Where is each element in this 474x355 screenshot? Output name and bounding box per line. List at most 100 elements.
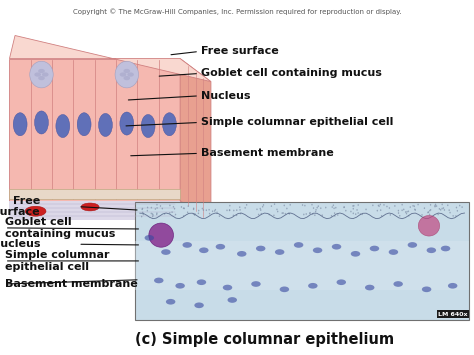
Ellipse shape [229,209,230,211]
Ellipse shape [151,207,152,208]
Ellipse shape [239,206,240,208]
Ellipse shape [394,205,396,207]
Ellipse shape [313,247,322,253]
Ellipse shape [188,205,189,207]
Ellipse shape [325,207,327,208]
Ellipse shape [246,204,247,206]
Ellipse shape [418,204,419,206]
Ellipse shape [441,208,443,209]
Ellipse shape [414,205,415,207]
Ellipse shape [156,213,157,215]
Ellipse shape [38,69,45,73]
Ellipse shape [127,72,134,77]
Ellipse shape [365,285,374,290]
Ellipse shape [398,212,399,214]
Ellipse shape [453,215,454,217]
Ellipse shape [381,215,383,217]
Ellipse shape [203,209,204,211]
Ellipse shape [315,209,317,211]
Ellipse shape [226,209,228,211]
Ellipse shape [389,207,390,209]
Ellipse shape [147,207,148,208]
Ellipse shape [377,210,378,212]
Ellipse shape [421,214,423,216]
Ellipse shape [455,215,456,217]
Ellipse shape [440,209,441,211]
Ellipse shape [331,206,333,208]
Ellipse shape [30,61,53,88]
Ellipse shape [294,242,303,248]
Ellipse shape [312,213,313,215]
Ellipse shape [233,214,234,216]
Ellipse shape [355,213,356,215]
Ellipse shape [214,210,215,212]
Text: Copyright © The McGraw-Hill Companies, Inc. Permission required for reproduction: Copyright © The McGraw-Hill Companies, I… [73,9,401,15]
Ellipse shape [286,208,288,209]
Ellipse shape [163,113,176,136]
Text: LM 640x: LM 640x [438,312,467,317]
Ellipse shape [199,247,209,253]
Ellipse shape [418,215,440,236]
Ellipse shape [331,215,332,217]
Ellipse shape [194,214,195,216]
Text: Nucleus: Nucleus [0,239,40,249]
Ellipse shape [175,214,176,215]
Ellipse shape [77,113,91,136]
Ellipse shape [456,210,458,212]
Ellipse shape [13,113,27,136]
Ellipse shape [406,213,407,214]
Ellipse shape [320,207,321,209]
Ellipse shape [38,76,45,80]
Ellipse shape [398,210,399,212]
Ellipse shape [260,208,261,209]
Bar [9,201,180,220]
Ellipse shape [236,209,237,211]
Ellipse shape [155,208,156,210]
Ellipse shape [152,213,153,215]
Ellipse shape [448,209,450,211]
Ellipse shape [353,212,354,214]
Ellipse shape [81,203,99,211]
Ellipse shape [193,213,194,215]
Ellipse shape [183,215,184,217]
Ellipse shape [263,204,264,206]
Ellipse shape [142,212,144,213]
Ellipse shape [164,213,165,215]
Ellipse shape [209,209,210,211]
Ellipse shape [119,72,126,77]
Ellipse shape [141,114,155,137]
Ellipse shape [428,211,429,213]
Ellipse shape [115,61,138,88]
Ellipse shape [172,211,173,213]
Ellipse shape [283,204,285,206]
Ellipse shape [260,209,262,211]
Ellipse shape [160,205,161,207]
Ellipse shape [410,206,411,208]
Ellipse shape [35,111,48,134]
Ellipse shape [378,204,379,206]
Ellipse shape [459,205,460,207]
Ellipse shape [380,209,382,211]
Ellipse shape [424,207,425,209]
Ellipse shape [174,208,175,209]
Ellipse shape [258,214,259,215]
Ellipse shape [175,283,185,289]
Ellipse shape [447,204,448,206]
Ellipse shape [142,208,143,209]
Ellipse shape [34,72,41,77]
Ellipse shape [362,213,363,215]
Ellipse shape [183,207,184,209]
Ellipse shape [152,214,154,216]
Ellipse shape [146,210,148,212]
Ellipse shape [333,204,334,206]
Text: (c) Simple columnar epithelium: (c) Simple columnar epithelium [135,332,394,347]
Ellipse shape [149,223,173,247]
Ellipse shape [282,212,283,214]
Ellipse shape [223,285,232,290]
Ellipse shape [403,208,404,210]
Polygon shape [180,59,211,225]
Ellipse shape [313,207,314,209]
Ellipse shape [219,215,220,217]
Ellipse shape [461,206,463,208]
Ellipse shape [261,213,262,215]
